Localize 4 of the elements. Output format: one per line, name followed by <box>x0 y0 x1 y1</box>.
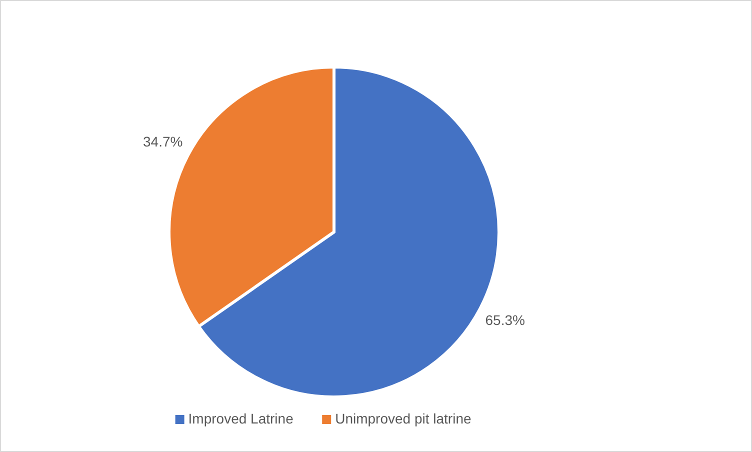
data-label: 34.7% <box>143 133 183 150</box>
legend-label: Improved Latrine <box>188 410 294 427</box>
legend-label: Unimproved pit latrine <box>335 410 472 427</box>
data-label: 65.3% <box>485 312 525 328</box>
